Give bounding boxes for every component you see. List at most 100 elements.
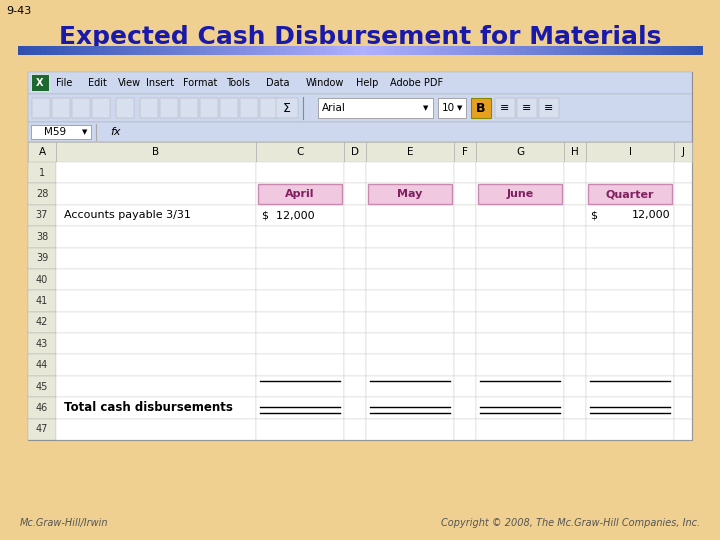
Text: Accounts payable 3/31: Accounts payable 3/31 — [64, 211, 191, 220]
Bar — [223, 46, 230, 55]
Bar — [440, 46, 446, 55]
Bar — [63, 46, 70, 55]
Text: Data: Data — [266, 78, 289, 88]
Text: 37: 37 — [36, 211, 48, 220]
Bar — [564, 142, 586, 162]
Bar — [344, 333, 366, 354]
Text: $: $ — [590, 211, 597, 220]
Bar — [389, 46, 395, 55]
Text: Help: Help — [356, 78, 379, 88]
Bar — [98, 46, 104, 55]
Bar — [309, 46, 315, 55]
Bar — [657, 46, 662, 55]
Bar — [594, 46, 600, 55]
Bar — [588, 46, 594, 55]
Bar — [377, 46, 383, 55]
Bar — [28, 94, 692, 122]
Bar — [685, 46, 691, 55]
Bar — [468, 46, 474, 55]
Bar — [258, 46, 264, 55]
Bar — [140, 98, 158, 118]
Bar — [446, 46, 451, 55]
Bar — [256, 312, 344, 333]
Bar — [72, 98, 90, 118]
Text: Arial: Arial — [322, 103, 346, 113]
Bar — [476, 269, 564, 291]
Bar — [184, 46, 189, 55]
Text: Total cash disbursements: Total cash disbursements — [64, 401, 233, 414]
Bar — [564, 247, 586, 269]
Bar — [622, 46, 629, 55]
Bar — [256, 418, 344, 440]
Text: J: J — [682, 147, 685, 157]
Bar — [383, 46, 389, 55]
Bar — [337, 46, 343, 55]
Bar — [372, 46, 377, 55]
Bar — [348, 46, 355, 55]
Bar — [582, 46, 588, 55]
Bar — [256, 226, 344, 247]
Bar — [28, 354, 56, 376]
Bar — [246, 46, 252, 55]
Bar — [586, 376, 674, 397]
Bar — [56, 418, 256, 440]
Bar — [454, 205, 476, 226]
Text: 42: 42 — [36, 318, 48, 327]
Bar — [178, 46, 184, 55]
Bar — [56, 226, 256, 247]
Bar — [229, 46, 235, 55]
Bar — [454, 184, 476, 205]
Bar — [35, 46, 41, 55]
Bar — [639, 46, 646, 55]
Text: 9-43: 9-43 — [6, 6, 31, 16]
Bar — [366, 291, 454, 312]
Bar — [252, 46, 258, 55]
Text: I: I — [629, 147, 631, 157]
Text: 1: 1 — [39, 168, 45, 178]
Bar — [121, 46, 127, 55]
Bar — [206, 46, 212, 55]
Bar — [116, 98, 134, 118]
Bar — [674, 312, 692, 333]
Bar — [463, 46, 469, 55]
Bar — [368, 184, 452, 204]
Text: June: June — [506, 189, 534, 199]
Bar — [586, 226, 674, 247]
Bar — [47, 46, 53, 55]
Bar — [599, 46, 606, 55]
Text: 46: 46 — [36, 403, 48, 413]
Text: 40: 40 — [36, 275, 48, 285]
Bar — [476, 291, 564, 312]
Text: B: B — [476, 102, 486, 114]
Bar — [674, 376, 692, 397]
Bar — [517, 98, 537, 118]
Bar — [256, 184, 344, 205]
Bar — [220, 98, 238, 118]
Bar — [454, 291, 476, 312]
Bar — [189, 46, 195, 55]
Bar — [514, 46, 520, 55]
Bar — [491, 46, 498, 55]
Bar — [564, 184, 586, 205]
Bar — [476, 226, 564, 247]
Text: 44: 44 — [36, 360, 48, 370]
Bar — [696, 46, 703, 55]
Bar — [674, 291, 692, 312]
Bar — [166, 46, 172, 55]
Bar — [56, 291, 256, 312]
Bar — [143, 46, 150, 55]
Bar — [28, 122, 692, 142]
Bar — [674, 184, 692, 205]
Bar — [495, 98, 515, 118]
Bar — [674, 269, 692, 291]
Text: Insert: Insert — [146, 78, 174, 88]
Text: ≡: ≡ — [500, 103, 510, 113]
Bar — [586, 354, 674, 376]
Bar — [571, 46, 577, 55]
Text: D: D — [351, 147, 359, 157]
Bar — [56, 312, 256, 333]
Bar — [366, 418, 454, 440]
Text: 41: 41 — [36, 296, 48, 306]
Bar — [240, 46, 246, 55]
Text: Format: Format — [183, 78, 217, 88]
